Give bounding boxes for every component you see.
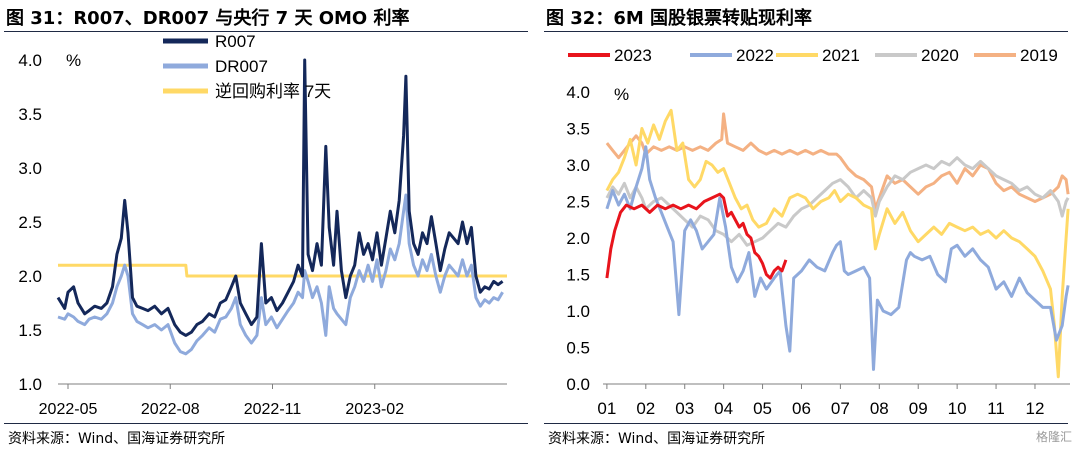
y-tick-label: 4.0 (566, 83, 590, 102)
series-line-2021 (605, 108, 1070, 379)
x-tick-label: 06 (792, 399, 811, 418)
y-tick-label: 3.0 (18, 159, 42, 178)
left-chart-title: 图 31：R007、DR007 与央行 7 天 OMO 利率 (6, 8, 410, 29)
right-title-rule (544, 31, 1068, 32)
y-tick-label: 2.5 (566, 193, 590, 212)
right-source-rule (544, 423, 1068, 424)
right-chart-title: 图 32：6M 国股银票转贴现利率 (546, 8, 813, 29)
x-tick-label: 01 (597, 399, 616, 418)
x-tick-label: 08 (870, 399, 889, 418)
right-source-note: 资料来源：Wind、国海证券研究所 (548, 431, 766, 447)
series-line-2023 (605, 192, 788, 280)
legend-label: 2023 (614, 46, 652, 65)
series-line-逆回购利率 7天 (58, 263, 507, 278)
x-tick-label: 12 (1026, 399, 1045, 418)
series-line-2020 (605, 156, 1070, 247)
series-line-DR007 (57, 193, 504, 356)
legend-label: 2020 (921, 46, 959, 65)
x-tick-label: 2022-08 (141, 401, 200, 418)
left-source-rule (4, 423, 528, 424)
y-tick-label: 2.0 (566, 229, 590, 248)
x-tick-label: 04 (714, 399, 733, 418)
y-unit-label: % (614, 85, 629, 104)
y-tick-label: 1.5 (18, 321, 42, 340)
left-chart-svg: 1.0 1.5 2.0 2.5 3.0 3.5 4.0 % 2022-05 2022-08 2022… (18, 32, 507, 418)
y-tick-label: 4.0 (18, 51, 42, 70)
left-source-note: 资料来源：Wind、国海证券研究所 (8, 431, 226, 447)
legend-label: DR007 (215, 57, 268, 76)
left-chart-panel: 图 31：R007、DR007 与央行 7 天 OMO 利率 1.0 1.5 2.0… (4, 8, 528, 447)
y-tick-label: 3.5 (18, 105, 42, 124)
x-tick-label: 2023-02 (345, 401, 404, 418)
y-tick-label: 1.5 (566, 266, 590, 285)
right-chart-panel: 图 32：6M 国股银票转贴现利率 0.0 0.5 1.0 1.5 2.0 2.5 3.0 3… (540, 0, 1080, 457)
left-title-rule (4, 31, 528, 32)
y-tick-label: 2.5 (18, 213, 42, 232)
y-tick-label: 0.0 (566, 375, 590, 394)
right-chart-svg: 0.0 0.5 1.0 1.5 2.0 2.5 3.0 3.5 4.0 % 01 02 03 04 05 06… (566, 46, 1070, 418)
watermark-logo: 格隆汇 (1035, 430, 1072, 444)
x-tick-label: 05 (753, 399, 772, 418)
x-tick-label: 2022-11 (244, 401, 302, 418)
x-tick-label: 10 (948, 399, 967, 418)
legend-label: R007 (215, 32, 256, 51)
series-line-2022 (605, 145, 1070, 371)
y-tick-label: 1.0 (18, 375, 42, 394)
legend-label: 2022 (736, 46, 774, 65)
x-tick-label: 07 (831, 399, 850, 418)
y-tick-label: 2.0 (18, 267, 42, 286)
y-tick-label: 0.5 (566, 339, 590, 358)
x-tick-label: 09 (909, 399, 928, 418)
y-tick-label: 1.0 (566, 302, 590, 321)
legend-label: 2021 (822, 46, 860, 65)
x-tick-label: 2022-05 (39, 401, 98, 418)
y-tick-label: 3.0 (566, 156, 590, 175)
series-line-R007 (56, 58, 504, 337)
y-unit-label: % (66, 51, 81, 70)
x-tick-label: 11 (987, 399, 1005, 418)
x-tick-label: 02 (636, 399, 655, 418)
y-tick-label: 3.5 (566, 120, 590, 139)
x-tick-label: 03 (675, 399, 694, 418)
legend-label: 逆回购利率 7天 (215, 82, 331, 101)
legend-label: 2019 (1020, 46, 1058, 65)
